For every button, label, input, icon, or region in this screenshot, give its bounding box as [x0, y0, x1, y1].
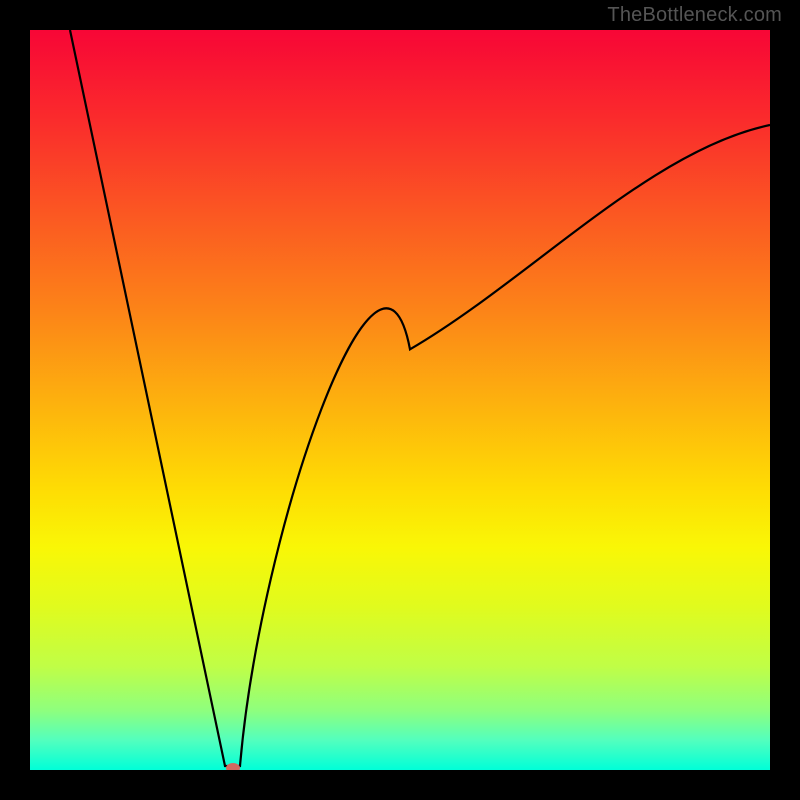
bottleneck-curve: [70, 30, 770, 766]
plot-area: [30, 30, 770, 770]
watermark-text: TheBottleneck.com: [607, 4, 782, 27]
optimal-point-marker: [226, 763, 240, 770]
curve-layer: [30, 30, 770, 770]
